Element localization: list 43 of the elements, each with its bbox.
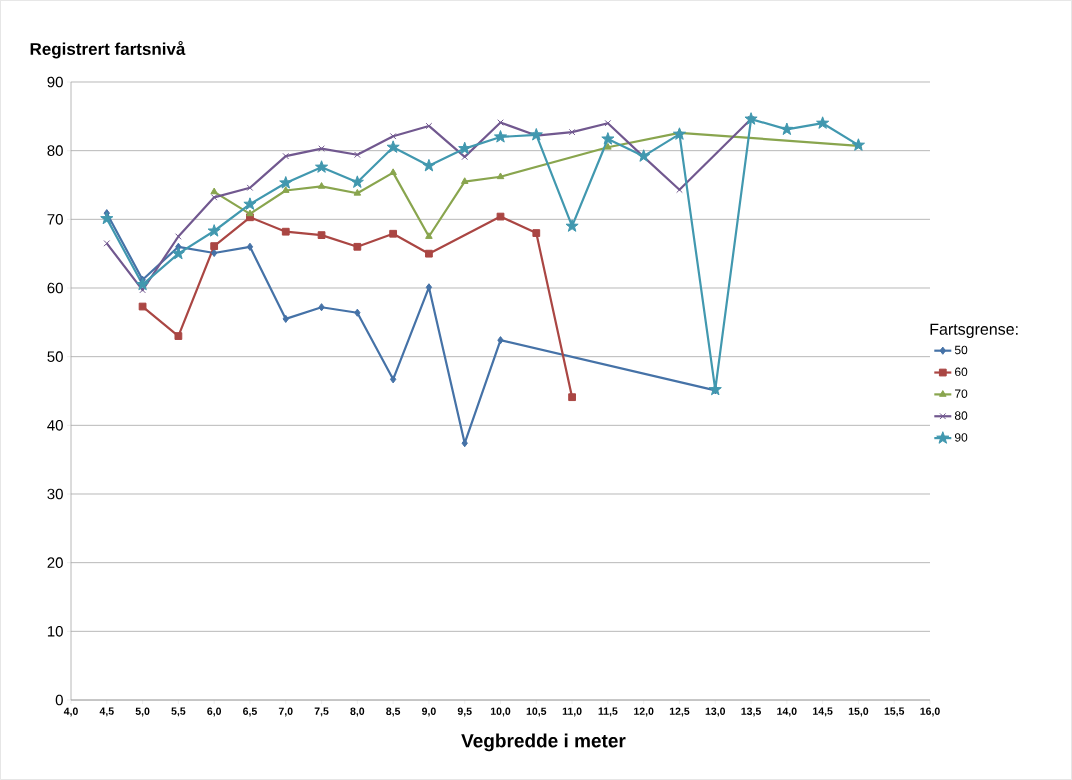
legend-label: 80 xyxy=(954,411,968,420)
legend-label: 90 xyxy=(954,433,968,442)
x-tick-label: 11,5 xyxy=(598,707,618,717)
x-tick-label: 7,0 xyxy=(278,707,293,717)
y-tick-label: 60 xyxy=(47,282,63,294)
x-tick-label: 4,5 xyxy=(99,707,114,717)
x-tick-label: 11,0 xyxy=(562,707,582,717)
x-tick-label: 12,5 xyxy=(669,707,690,717)
y-tick-label: 40 xyxy=(47,420,63,431)
y-tick-label: 20 xyxy=(47,557,63,568)
x-tick-label: 12,0 xyxy=(634,707,654,717)
y-tick-label: 0 xyxy=(55,694,63,706)
x-tick-label: 10,5 xyxy=(526,707,547,717)
x-tick-label: 7,5 xyxy=(314,707,329,717)
x-axis-title: Vegbredde i meter xyxy=(461,733,626,752)
x-tick-label: 6,0 xyxy=(207,707,222,717)
x-tick-label: 10,0 xyxy=(490,707,511,717)
legend-title: Fartsgrense: xyxy=(930,323,1018,339)
x-tick-label: 14,5 xyxy=(813,707,833,717)
y-tick-label: 50 xyxy=(47,351,63,362)
x-tick-label: 5,5 xyxy=(171,707,186,717)
x-tick-label: 16,0 xyxy=(920,707,940,717)
y-tick-label: 70 xyxy=(47,214,63,225)
x-tick-label: 13,5 xyxy=(741,707,761,717)
x-tick-label: 15,0 xyxy=(848,707,869,717)
x-tick-label: 4,0 xyxy=(63,707,78,717)
x-tick-label: 8,5 xyxy=(386,707,401,717)
y-tick-label: 90 xyxy=(47,76,63,88)
x-tick-label: 13,0 xyxy=(705,707,726,717)
legend-label: 60 xyxy=(955,367,968,377)
x-tick-label: 9,0 xyxy=(421,707,436,717)
x-tick-label: 8,0 xyxy=(350,707,365,717)
y-tick-label: 80 xyxy=(47,145,63,156)
legend-label: 70 xyxy=(955,389,968,398)
legend-label: 50 xyxy=(954,345,968,355)
y-tick-label: 30 xyxy=(47,488,63,500)
x-tick-label: 14,0 xyxy=(777,707,797,717)
y-axis-title: Registrert fartsnivå xyxy=(30,40,186,59)
x-tick-label: 6,5 xyxy=(243,707,257,717)
y-tick-label: 10 xyxy=(47,626,63,637)
x-tick-label: 9,5 xyxy=(457,707,472,717)
x-tick-label: 15,5 xyxy=(884,707,905,717)
x-tick-label: 5,0 xyxy=(135,707,150,717)
